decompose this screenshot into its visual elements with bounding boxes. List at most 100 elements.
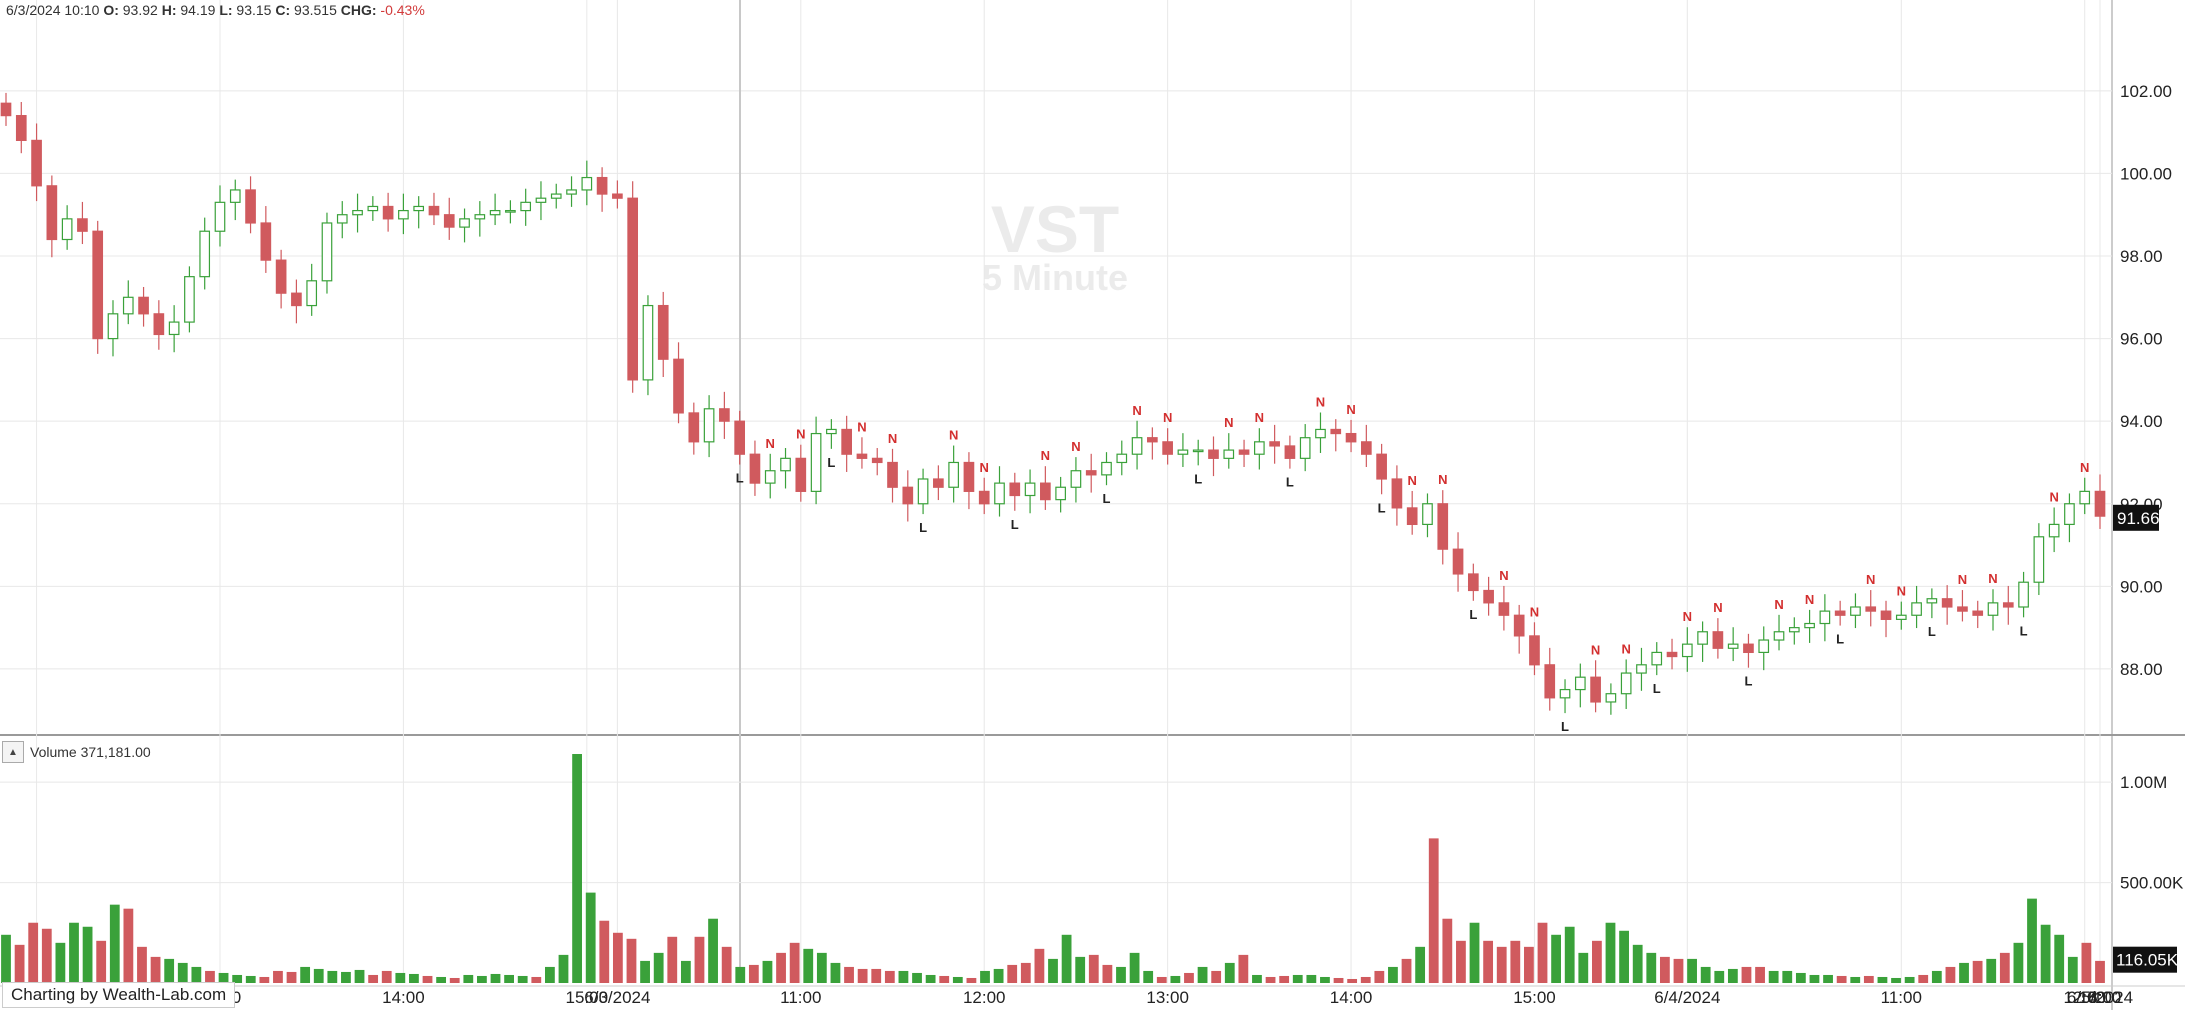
triangle-up-icon[interactable]: ▲ xyxy=(2,741,24,763)
volume-bar xyxy=(1931,970,1942,983)
volume-bar xyxy=(776,952,786,983)
volume-bar xyxy=(884,970,895,983)
volume-bar xyxy=(1442,918,1453,983)
volume-bar xyxy=(1605,922,1616,983)
candle-body xyxy=(413,205,425,212)
candle-body xyxy=(1544,664,1556,699)
signal-marker: N xyxy=(1255,410,1264,425)
signal-marker: L xyxy=(1469,607,1477,622)
candle-body xyxy=(1620,672,1632,695)
candle-body xyxy=(657,304,669,360)
volume-bar xyxy=(1959,962,1969,983)
volume-bar xyxy=(1850,976,1861,983)
candle-body xyxy=(1009,482,1021,497)
candle-body xyxy=(1055,486,1066,501)
volume-bar xyxy=(2040,924,2051,983)
candle-body xyxy=(1681,643,1693,658)
candle-body xyxy=(1284,445,1296,459)
volume-bar xyxy=(245,975,256,983)
price-tick-label: 94.00 xyxy=(2120,412,2163,431)
volume-bar xyxy=(2067,956,2078,983)
volume-bar xyxy=(41,928,52,983)
signal-marker: L xyxy=(1928,624,1936,639)
candle-body xyxy=(1192,449,1204,453)
candle-body xyxy=(1330,428,1342,435)
volume-bar xyxy=(1986,958,1997,983)
volume-bar xyxy=(1632,944,1643,983)
candle-body xyxy=(1376,453,1387,480)
volume-bar xyxy=(1252,974,1262,983)
candle-body xyxy=(122,296,134,315)
candle-body xyxy=(2048,523,2060,538)
volume-bar xyxy=(545,966,555,983)
signal-marker: N xyxy=(1316,395,1325,410)
volume-bar xyxy=(599,920,610,983)
candle-body xyxy=(1406,507,1418,526)
volume-bar xyxy=(572,754,582,983)
signal-marker: N xyxy=(1163,410,1172,425)
candle-body xyxy=(795,457,807,492)
candle-body xyxy=(153,313,165,336)
volume-bar xyxy=(1755,966,1765,983)
volume-bar xyxy=(653,952,664,983)
volume-bar xyxy=(1456,940,1466,983)
readout-high: 94.19 xyxy=(180,2,216,18)
candle-body xyxy=(1804,622,1815,629)
candle-body xyxy=(77,218,88,232)
candle-body xyxy=(1223,449,1235,459)
volume-bar xyxy=(1102,964,1113,983)
volume-bar xyxy=(1524,946,1534,983)
volume-bar xyxy=(1224,962,1235,983)
volume-bar xyxy=(1945,966,1956,983)
candle-body xyxy=(1574,676,1586,691)
price-tick-label: 88.00 xyxy=(2120,660,2163,679)
watermark-interval: 5 Minute xyxy=(982,257,1128,298)
volume-bar xyxy=(28,922,39,983)
candle-body xyxy=(688,412,700,443)
signal-marker: L xyxy=(1011,517,1019,532)
signal-marker: N xyxy=(1346,402,1355,417)
volume-bar xyxy=(1727,968,1738,983)
volume-bar xyxy=(1972,960,1983,983)
volume-bar xyxy=(2027,898,2037,983)
candle-body xyxy=(474,214,486,220)
volume-bar xyxy=(1279,975,1290,983)
volume-bar xyxy=(1211,970,1222,983)
price-tick-label: 90.00 xyxy=(2120,577,2163,596)
volume-bar xyxy=(1891,977,1901,983)
volume-bar xyxy=(1088,954,1099,983)
signal-marker: L xyxy=(2020,623,2028,638)
volume-bar xyxy=(1592,940,1602,983)
time-tick-label: 14:00 xyxy=(382,988,425,1007)
volume-bar xyxy=(1619,930,1629,983)
readout-change-label: CHG: xyxy=(340,2,377,18)
readout-open: 93.92 xyxy=(122,2,158,18)
volume-bar xyxy=(1265,976,1276,983)
candle-body xyxy=(963,461,975,492)
volume-bar xyxy=(409,973,419,983)
volume-bar xyxy=(1143,970,1154,983)
volume-bar xyxy=(1020,962,1031,983)
volume-bar xyxy=(381,970,392,983)
candle-body xyxy=(214,201,226,232)
candle-body xyxy=(1391,478,1403,509)
candle-body xyxy=(535,197,547,203)
candle-body xyxy=(229,189,241,203)
volume-bar xyxy=(109,904,120,983)
volume-bar xyxy=(558,954,569,983)
volume-bar xyxy=(137,946,147,983)
candle-body xyxy=(1972,610,1984,616)
volume-bar xyxy=(939,975,950,983)
candle-body xyxy=(275,259,287,294)
candle-body xyxy=(443,214,455,228)
time-tick-label: 15:00 xyxy=(2079,988,2122,1007)
candle-body xyxy=(1070,470,1082,488)
time-tick-label: 6/4/2024 xyxy=(1654,988,1720,1007)
signal-marker: L xyxy=(919,520,927,535)
volume-bar xyxy=(612,932,623,983)
volume-bar xyxy=(1714,970,1725,983)
candle-body xyxy=(1743,643,1754,654)
candle-body xyxy=(2064,503,2075,526)
volume-bar xyxy=(1347,978,1358,983)
